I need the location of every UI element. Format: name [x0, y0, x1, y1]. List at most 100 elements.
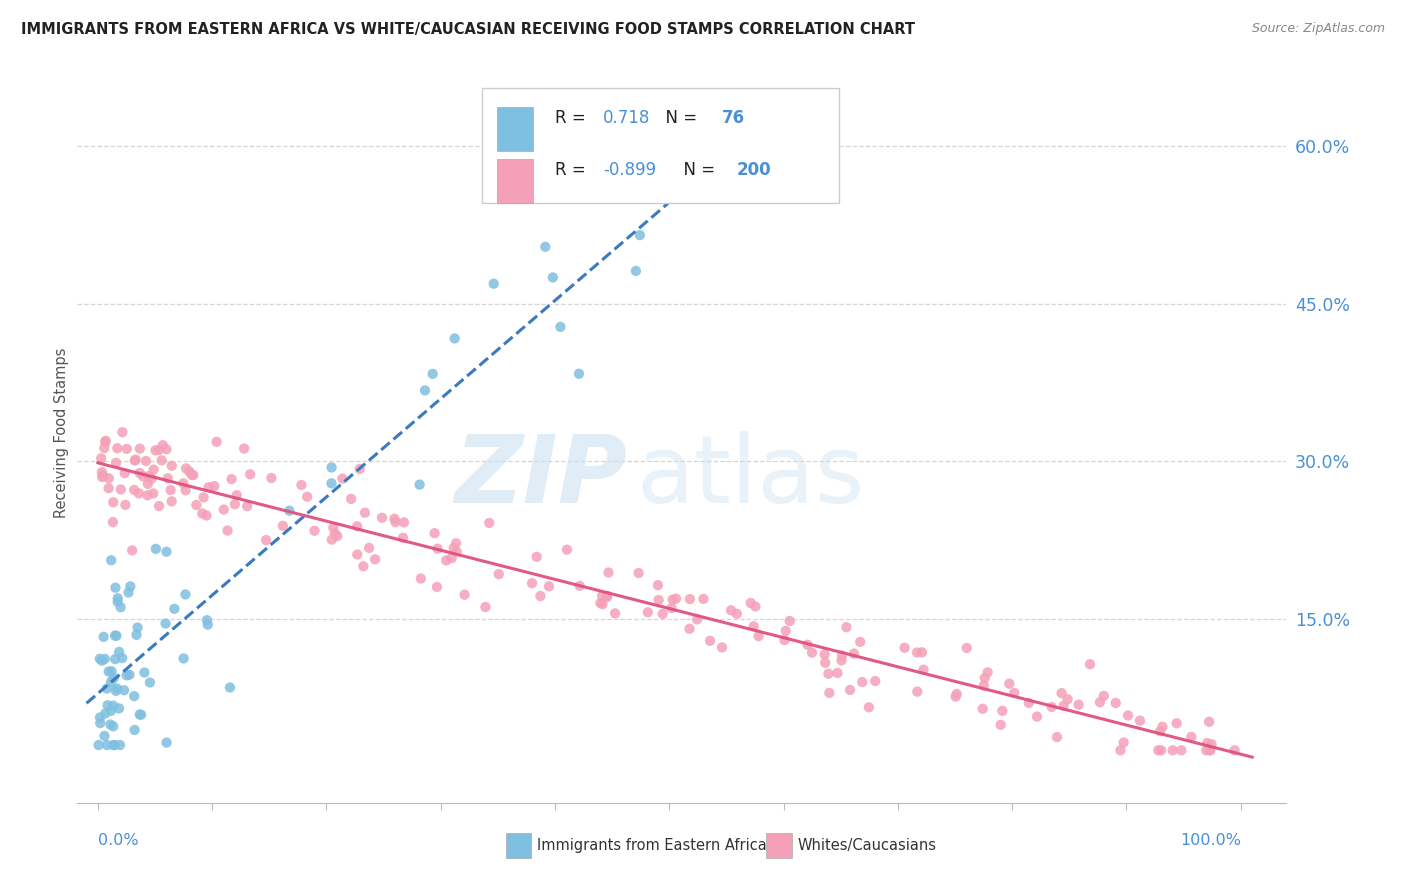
Point	[105, 456, 128, 470]
Point	[139, 675, 162, 690]
Point	[801, 646, 824, 660]
Bar	[496, 159, 533, 203]
Point	[163, 601, 186, 615]
Point	[905, 684, 928, 698]
Point	[444, 536, 467, 550]
Point	[105, 681, 128, 696]
Point	[96, 738, 118, 752]
Point	[323, 526, 346, 541]
Point	[91, 470, 114, 484]
Point	[108, 645, 131, 659]
Point	[352, 559, 374, 574]
Point	[236, 499, 259, 513]
Point	[91, 654, 114, 668]
Point	[568, 579, 591, 593]
Point	[725, 607, 748, 621]
Point	[124, 453, 146, 467]
Point	[321, 533, 343, 547]
Point	[1040, 700, 1063, 714]
Point	[103, 738, 125, 752]
Point	[93, 729, 115, 743]
Point	[295, 490, 318, 504]
Point	[114, 466, 136, 480]
Point	[1147, 743, 1170, 757]
Point	[134, 665, 156, 680]
Point	[695, 172, 717, 186]
Point	[1152, 720, 1174, 734]
Point	[145, 443, 167, 458]
Point	[172, 476, 194, 491]
Point	[122, 689, 145, 703]
Text: 200: 200	[737, 161, 770, 179]
Point	[114, 498, 136, 512]
Point	[346, 519, 368, 533]
Text: ZIP: ZIP	[454, 431, 627, 523]
Point	[1092, 689, 1115, 703]
Point	[520, 576, 543, 591]
Point	[174, 483, 197, 498]
Point	[332, 472, 354, 486]
Point	[1201, 737, 1223, 751]
Point	[322, 521, 344, 535]
Point	[94, 706, 117, 721]
Point	[1149, 724, 1171, 739]
Point	[529, 589, 551, 603]
Point	[136, 488, 159, 502]
FancyBboxPatch shape	[482, 88, 839, 203]
Point	[179, 464, 201, 478]
Point	[478, 516, 501, 530]
Point	[1129, 714, 1152, 728]
Point	[217, 524, 239, 538]
Point	[434, 553, 457, 567]
Point	[125, 628, 148, 642]
Point	[446, 544, 468, 558]
Point	[104, 581, 127, 595]
Point	[991, 704, 1014, 718]
Point	[1198, 714, 1220, 729]
Point	[835, 620, 858, 634]
Point	[290, 478, 312, 492]
Point	[115, 668, 138, 682]
Point	[212, 502, 235, 516]
Point	[440, 551, 463, 566]
Point	[686, 612, 709, 626]
Point	[219, 681, 242, 695]
Point	[1026, 709, 1049, 723]
Point	[155, 442, 177, 457]
Point	[998, 676, 1021, 690]
Point	[453, 588, 475, 602]
Point	[744, 599, 766, 614]
Point	[195, 613, 218, 627]
Point	[912, 663, 935, 677]
Point	[145, 541, 167, 556]
Point	[1166, 716, 1188, 731]
Point	[87, 738, 110, 752]
Point	[181, 468, 204, 483]
Point	[482, 277, 505, 291]
Point	[104, 652, 127, 666]
Point	[661, 601, 683, 615]
Text: N =: N =	[655, 109, 703, 127]
Point	[1046, 730, 1069, 744]
Point	[150, 453, 173, 467]
Point	[195, 508, 218, 523]
Point	[628, 228, 651, 243]
Point	[141, 472, 163, 486]
Point	[1170, 743, 1192, 757]
Point	[357, 541, 380, 555]
Point	[1105, 696, 1128, 710]
Point	[233, 442, 256, 456]
Point	[384, 515, 406, 529]
Point	[197, 617, 219, 632]
Point	[96, 681, 118, 696]
Point	[100, 553, 122, 567]
Text: Immigrants from Eastern Africa: Immigrants from Eastern Africa	[537, 838, 766, 853]
Point	[155, 545, 177, 559]
Point	[89, 652, 111, 666]
Point	[683, 168, 706, 182]
Point	[596, 590, 619, 604]
Point	[94, 435, 117, 450]
Text: Whites/Caucasians: Whites/Caucasians	[797, 838, 936, 853]
Point	[627, 566, 650, 580]
Point	[647, 578, 669, 592]
